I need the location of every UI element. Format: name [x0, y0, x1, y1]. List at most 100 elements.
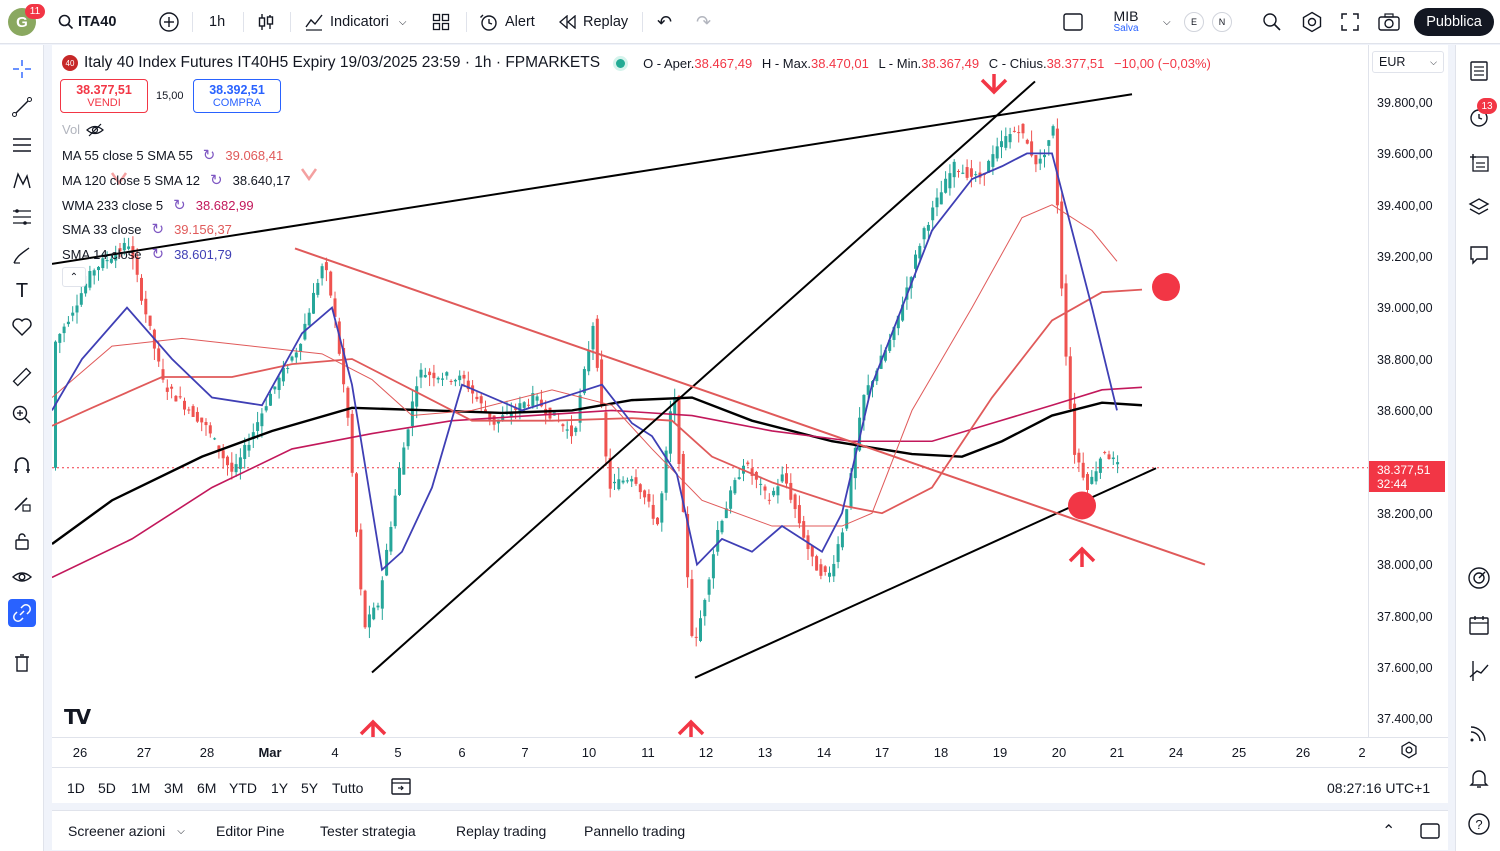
trash-icon[interactable]: [8, 649, 36, 677]
maximize-panel-button[interactable]: [1420, 811, 1440, 851]
horizontal-lines-icon[interactable]: [8, 131, 36, 159]
pencil-lock-icon[interactable]: [8, 489, 36, 517]
currency-select[interactable]: EUR ⌵: [1372, 51, 1444, 73]
collapse-legend-button[interactable]: ⌃: [62, 267, 86, 287]
n-button[interactable]: N: [1212, 12, 1232, 32]
indicator-legend-row[interactable]: SMA 33 close ↻ 39.156,37: [62, 220, 232, 238]
chart-panel[interactable]: EUR ⌵ 39.800,00 39.600,00 39.400,00 39.20…: [52, 45, 1448, 803]
sell-button[interactable]: 38.377,51 VENDI: [60, 79, 148, 113]
symbol-search[interactable]: ITA40: [58, 0, 116, 44]
range-button-ytd[interactable]: YTD: [229, 780, 257, 796]
time-label: 28: [199, 745, 215, 760]
candle: [127, 246, 131, 249]
snapshot-button[interactable]: [1378, 0, 1400, 44]
chevron-down-icon[interactable]: ⌵: [1163, 16, 1171, 28]
indicator-legend-row[interactable]: WMA 233 close 5 ↻ 38.682,99: [62, 196, 254, 214]
clock[interactable]: 08:27:16 UTC+1: [1327, 780, 1431, 796]
settings-button[interactable]: [1301, 0, 1323, 44]
calendar-icon[interactable]: [1465, 611, 1493, 639]
tab-trading-panel[interactable]: Pannello trading: [584, 823, 686, 839]
signal-marker[interactable]: [1068, 491, 1096, 520]
range-button-6m[interactable]: 6M: [197, 780, 217, 796]
heart-icon[interactable]: [8, 313, 36, 341]
range-button-tutto[interactable]: Tutto: [332, 780, 364, 796]
price-chart[interactable]: [52, 45, 1368, 737]
lock-icon[interactable]: [8, 527, 36, 555]
redo-button[interactable]: ↷: [696, 11, 712, 32]
pattern-icon[interactable]: [8, 167, 36, 195]
upper-trendline[interactable]: [52, 93, 1133, 265]
eye-icon[interactable]: [8, 563, 36, 591]
brush-icon[interactable]: [8, 241, 36, 269]
layers-icon[interactable]: [1465, 193, 1493, 221]
candle: [677, 395, 681, 464]
indicator-legend-row[interactable]: MA 120 close 5 SMA 12 ↻ 38.640,17: [62, 171, 290, 189]
range-button-1m[interactable]: 1M: [131, 780, 151, 796]
signal-marker[interactable]: [1152, 273, 1180, 302]
refresh-icon[interactable]: ↻: [151, 246, 165, 263]
e-button[interactable]: E: [1184, 12, 1204, 32]
axis-settings-button[interactable]: [1400, 741, 1418, 762]
buy-button[interactable]: 38.392,51 COMPRA: [193, 79, 281, 113]
replay-button[interactable]: Replay: [559, 0, 628, 44]
quick-search-button[interactable]: [1262, 0, 1282, 44]
range-button-1d[interactable]: 1D: [67, 780, 85, 796]
refresh-icon[interactable]: ↻: [202, 147, 216, 164]
time-axis[interactable]: [52, 737, 1448, 767]
tab-replay-trading[interactable]: Replay trading: [456, 823, 547, 839]
candle: [630, 478, 634, 482]
bell-icon[interactable]: [1465, 764, 1493, 792]
symbol-title[interactable]: Italy 40 Index Futures IT40H5 Expiry 19/…: [84, 54, 601, 71]
range-button-5d[interactable]: 5D: [98, 780, 116, 796]
tab-pine-editor[interactable]: Editor Pine: [216, 823, 285, 839]
alert-button[interactable]: Alert: [479, 0, 535, 44]
candle: [995, 146, 999, 159]
candle: [432, 372, 436, 379]
ideas-icon[interactable]: [1465, 657, 1493, 685]
refresh-icon[interactable]: ↻: [151, 221, 165, 238]
add-list-icon[interactable]: [1465, 149, 1493, 177]
crosshair-icon[interactable]: [8, 55, 36, 83]
tab-strategy-tester[interactable]: Tester strategia: [320, 823, 416, 839]
maximize-button[interactable]: [1340, 0, 1360, 44]
magnet-icon[interactable]: [8, 451, 36, 479]
goto-date-button[interactable]: [390, 776, 412, 799]
volume-legend[interactable]: Vol: [62, 122, 104, 137]
fib-icon[interactable]: [8, 203, 36, 231]
tab-stock-screener[interactable]: Screener azioni ⌵: [68, 811, 185, 851]
range-button-3m[interactable]: 3M: [164, 780, 184, 796]
chart-type-button[interactable]: [256, 0, 276, 44]
rising-trendline[interactable]: [371, 80, 1036, 674]
layouts-button[interactable]: [432, 0, 450, 44]
trend-line-icon[interactable]: [8, 93, 36, 121]
watchlist-icon[interactable]: [1465, 57, 1493, 85]
text-icon[interactable]: T: [15, 279, 29, 302]
resistance-trendline[interactable]: [294, 247, 1206, 566]
candle: [690, 579, 694, 636]
refresh-icon[interactable]: ↻: [210, 172, 223, 189]
range-button-1y[interactable]: 1Y: [271, 780, 289, 796]
interval-button[interactable]: 1h: [209, 14, 226, 30]
candle: [853, 447, 857, 479]
help-icon[interactable]: ?: [1465, 810, 1493, 838]
ruler-icon[interactable]: [8, 363, 36, 391]
layout-name-button[interactable]: MIB Salva: [1100, 8, 1152, 34]
refresh-icon[interactable]: ↻: [173, 197, 186, 214]
market-status-dot: [616, 58, 626, 68]
zoom-in-icon[interactable]: [8, 401, 36, 429]
compare-symbol-button[interactable]: [158, 0, 180, 44]
range-button-5y[interactable]: 5Y: [301, 780, 319, 796]
chat-icon[interactable]: [1465, 241, 1493, 269]
indicator-legend-row[interactable]: SMA 14 close ↻ 38.601,79: [62, 245, 232, 263]
undo-button[interactable]: ↶: [657, 11, 673, 32]
publish-button[interactable]: Pubblica: [1414, 8, 1494, 36]
target-icon[interactable]: [1465, 564, 1493, 592]
price-axis[interactable]: [1368, 45, 1448, 737]
link-icon[interactable]: [8, 599, 36, 627]
stream-icon[interactable]: [1465, 719, 1493, 747]
indicators-button[interactable]: Indicatori ⌵: [304, 0, 406, 44]
fullscreen-toggle[interactable]: [1063, 0, 1083, 44]
indicator-legend-row[interactable]: MA 55 close 5 SMA 55 ↻ 39.068,41: [62, 146, 283, 164]
eye-hidden-icon[interactable]: [86, 123, 104, 137]
expand-panel-button[interactable]: ⌃: [1382, 823, 1396, 840]
